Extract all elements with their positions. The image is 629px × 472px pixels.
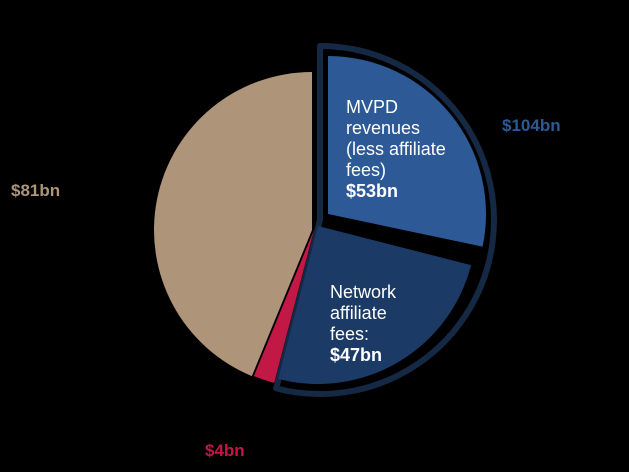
network-label-line-3: fees: [330,324,370,344]
pie-slice-81bn [154,72,312,377]
network-label-line-1: Network [330,282,397,302]
mvpd-label-line-3: (less affiliate [346,139,446,159]
group-total-label: $104bn [502,116,561,135]
pie-slice-mvpd-revenues [328,56,486,247]
other-value-label: $81bn [11,181,61,200]
small-value-label: $4bn [205,441,245,460]
mvpd-label-line-1: MVPD [346,97,399,117]
mvpd-label-line-2: revenues [346,118,421,138]
mvpd-label-line-4: fees) [346,160,387,180]
mvpd-value-label: $53bn [346,181,399,201]
network-value-label: $47bn [330,345,383,365]
network-slice-label: Network affiliate fees: $47bn [330,282,396,366]
mvpd-slice-label: MVPD revenues (less affiliate fees) $53b… [346,97,446,202]
pie-slice-network-affiliate-fees [278,226,472,384]
pie-slice-4bn [253,230,314,383]
network-label-line-2: affiliate [330,303,387,323]
